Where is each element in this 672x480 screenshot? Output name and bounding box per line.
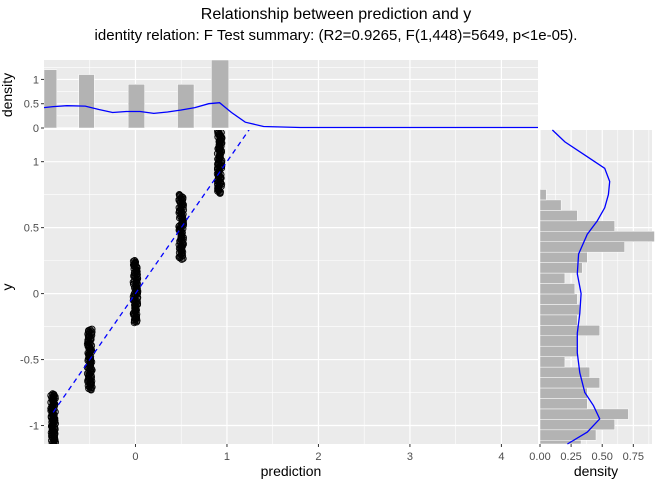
x-axis-label: prediction — [261, 463, 322, 479]
top-marginal-grid — [44, 60, 538, 129]
y-tick-label: 1 — [33, 157, 39, 169]
right-marginal-bar — [539, 314, 578, 326]
main-y-ticks: -1 -0.5 0 0.5 1 — [20, 157, 44, 433]
data-point — [88, 325, 96, 333]
y-tick-label: 0.5 — [24, 223, 39, 235]
right-marginal-bar — [539, 304, 581, 316]
data-point — [175, 191, 183, 199]
data-point — [217, 130, 225, 137]
right-marginal-x-label: density — [574, 463, 618, 479]
y-axis-label: y — [0, 284, 15, 291]
top-marginal-bars — [43, 59, 230, 129]
right-marginal-bar — [539, 419, 615, 431]
data-point — [215, 130, 223, 136]
top-marginal-panel — [44, 60, 538, 128]
top-y-tick-label: 1 — [33, 74, 39, 86]
right-marginal-bar — [539, 210, 578, 222]
top-marginal-bar — [127, 84, 145, 129]
main-panel — [44, 130, 538, 444]
x-tick-label: 2 — [315, 451, 321, 463]
y-tick-label: -1 — [29, 421, 39, 433]
right-marginal-bar — [539, 199, 562, 211]
x-tick-label: 0 — [132, 451, 138, 463]
x-tick-label: 1 — [224, 451, 230, 463]
right-x-tick-label: 0.75 — [623, 451, 644, 463]
y-tick-label: 0 — [33, 289, 39, 301]
scatter-points — [47, 130, 250, 444]
x-tick-label: 4 — [498, 451, 504, 463]
chart-subtitle: identity relation: F Test summary: (R2=0… — [95, 27, 578, 44]
right-marginal-bar — [539, 377, 600, 389]
right-marginal-bar — [539, 366, 591, 378]
x-tick-label: 3 — [407, 451, 413, 463]
data-point — [131, 257, 139, 265]
right-marginal-bar — [539, 262, 583, 274]
density-curves — [43, 102, 611, 445]
right-marginal-bar — [539, 220, 615, 232]
right-x-tick-label: 0.50 — [592, 451, 613, 463]
right-marginal-bar — [539, 325, 600, 337]
chart-title: Relationship between prediction and y — [201, 6, 471, 23]
top-marginal-bar — [177, 84, 195, 129]
right-marginal-bar — [539, 335, 578, 347]
right-marginal-bar — [539, 408, 629, 420]
right-marginal-bar — [539, 440, 582, 445]
right-x-tick-label: 0.25 — [560, 451, 581, 463]
identity-reference-line — [52, 130, 250, 413]
top-marginal-bar — [43, 69, 58, 129]
top-marginal-bar — [78, 74, 95, 129]
top-marginal-y-ticks: 00.51 — [24, 74, 44, 135]
right-marginal-bar — [539, 189, 547, 201]
top-marginal-density-curve — [43, 102, 538, 129]
y-tick-label: -0.5 — [20, 355, 39, 367]
top-marginal-y-label: density — [0, 73, 15, 117]
data-point — [214, 130, 222, 135]
right-marginal-bar — [539, 293, 578, 305]
right-marginal-bar — [539, 231, 655, 242]
right-marginal-bar — [539, 356, 566, 368]
right-marginal-bar — [539, 398, 588, 410]
top-y-tick-label: 0.5 — [24, 99, 39, 111]
right-marginal-x-ticks: 0.00 0.25 0.50 0.75 — [529, 444, 644, 463]
right-marginal-bar — [539, 251, 588, 263]
main-x-ticks: 0 1 2 3 4 — [132, 444, 504, 463]
top-marginal-bar — [211, 59, 230, 129]
right-marginal-bar — [539, 283, 576, 295]
data-point — [49, 390, 57, 398]
right-x-tick-label: 0.00 — [529, 451, 550, 463]
right-marginal-bar — [539, 272, 566, 284]
right-marginal-bars — [539, 189, 655, 445]
top-y-tick-label: 0 — [33, 123, 39, 135]
right-marginal-bar — [539, 345, 578, 357]
right-marginal-grid — [539, 130, 652, 444]
right-marginal-bar — [539, 387, 588, 399]
right-marginal-density-curve — [551, 129, 611, 445]
